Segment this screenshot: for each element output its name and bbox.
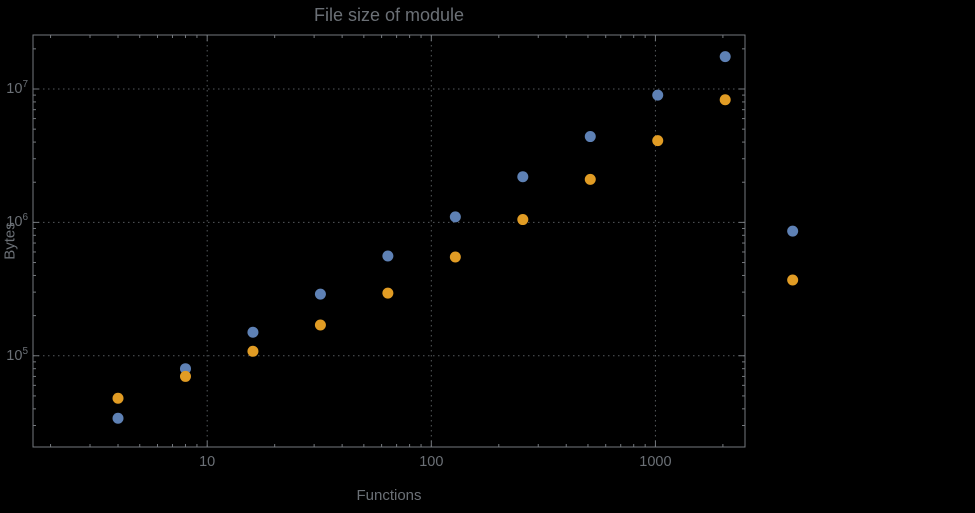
data-point-series-1 — [584, 131, 596, 143]
data-point-series-1 — [179, 363, 191, 375]
plot-frame — [32, 34, 746, 448]
data-point-series-2 — [517, 214, 529, 226]
x-tick-label: 10 — [199, 454, 216, 470]
data-point-series-2 — [652, 135, 664, 147]
data-point-series-1 — [787, 225, 799, 237]
chart-title: File size of module — [313, 5, 465, 25]
x-tick-label: 1000 — [639, 454, 672, 470]
x-axis-label: Functions — [356, 487, 422, 504]
data-point-series-1 — [247, 326, 259, 338]
y-tick-label: 106 — [6, 212, 28, 231]
y-tick-label: 105 — [6, 345, 28, 364]
data-point-series-2 — [382, 287, 394, 299]
data-point-series-1 — [382, 250, 394, 262]
data-point-series-1 — [449, 211, 461, 223]
data-point-series-2 — [112, 392, 124, 404]
data-point-series-2 — [584, 173, 596, 185]
data-point-series-1 — [652, 89, 664, 101]
data-point-series-1 — [517, 171, 529, 183]
data-point-series-2 — [314, 319, 326, 331]
data-point-series-2 — [449, 251, 461, 263]
data-point-series-2 — [247, 345, 259, 357]
data-point-series-2 — [787, 274, 799, 286]
data-point-series-2 — [179, 370, 191, 382]
data-point-series-2 — [719, 94, 731, 106]
data-point-series-1 — [719, 51, 731, 63]
x-tick-label: 100 — [419, 454, 444, 470]
data-point-series-1 — [112, 412, 124, 424]
y-tick-label: 107 — [6, 78, 28, 97]
data-point-series-1 — [314, 288, 326, 300]
